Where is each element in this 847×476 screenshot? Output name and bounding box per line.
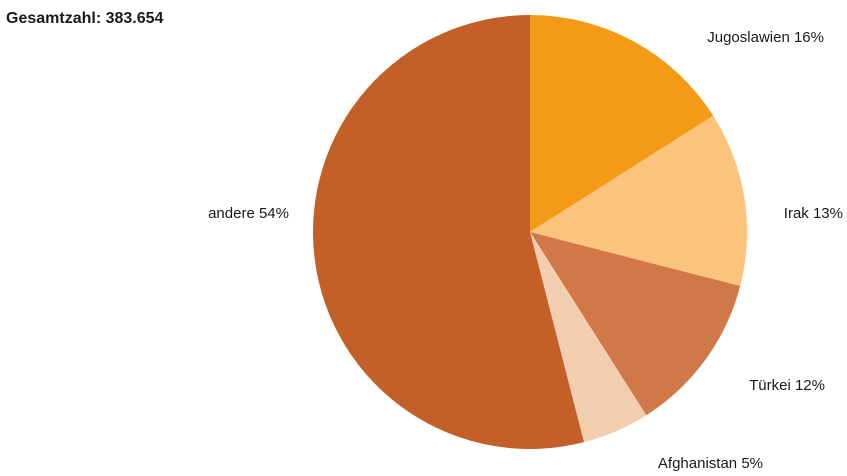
pie-slice-irak	[530, 115, 747, 286]
slice-label-afghanistan: Afghanistan 5%	[658, 455, 763, 471]
slice-label-irak: Irak 13%	[784, 205, 843, 222]
pie-slice-afghanistan	[530, 232, 647, 443]
total-count-label: Gesamtzahl: 383.654	[6, 10, 164, 27]
pie-slice-andere	[312, 15, 584, 450]
slice-label-türkei: Türkei 12%	[749, 377, 825, 394]
slice-label-jugoslawien: Jugoslawien 16%	[707, 29, 824, 46]
pie-slice-türkei	[530, 232, 741, 416]
slice-label-andere: andere 54%	[208, 205, 289, 222]
pie-slice-jugoslawien	[530, 15, 714, 232]
